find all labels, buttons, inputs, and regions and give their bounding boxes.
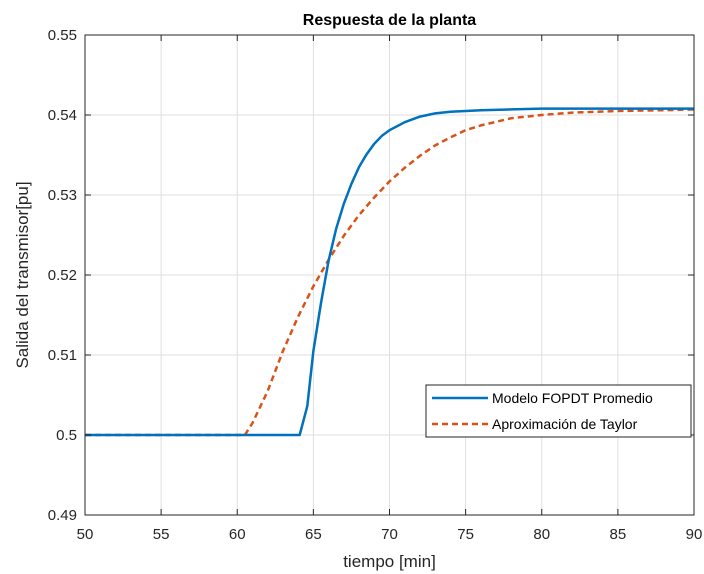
x-tick-label: 50 bbox=[77, 526, 94, 543]
x-tick-label: 60 bbox=[229, 526, 246, 543]
y-tick-label: 0.54 bbox=[48, 107, 77, 124]
y-tick-label: 0.55 bbox=[48, 27, 77, 44]
x-tick-label: 65 bbox=[305, 526, 322, 543]
x-tick-label: 80 bbox=[533, 526, 550, 543]
series-line-modelo-fopdt bbox=[85, 107, 694, 437]
legend: Modelo FOPDT Promedio Aproximación de Ta… bbox=[425, 384, 692, 438]
series-line-aproximacion-taylor bbox=[85, 108, 695, 437]
y-tick-label: 0.5 bbox=[56, 427, 77, 444]
series-layer bbox=[85, 107, 695, 437]
legend-label-series-2: Aproximación de Taylor bbox=[492, 416, 638, 432]
legend-box bbox=[425, 384, 692, 438]
y-tick-label: 0.52 bbox=[48, 267, 77, 284]
x-tick-label: 90 bbox=[686, 526, 703, 543]
x-axis-label: tiempo [min] bbox=[343, 552, 436, 571]
x-tick-label: 85 bbox=[610, 526, 627, 543]
x-tick-label: 75 bbox=[457, 526, 474, 543]
ticks: 50 55 60 65 70 75 80 85 90 0.49 0.5 0.51 0.52 0.53 0.5… bbox=[48, 27, 703, 543]
y-tick-label: 0.53 bbox=[48, 187, 77, 204]
y-tick-label: 0.49 bbox=[48, 507, 77, 524]
y-axis-label: Salida del transmisor[pu] bbox=[13, 181, 32, 368]
chart-title: Respuesta de la planta bbox=[303, 12, 476, 29]
legend-label-series-1: Modelo FOPDT Promedio bbox=[492, 390, 653, 406]
x-tick-label: 55 bbox=[153, 526, 170, 543]
y-tick-label: 0.51 bbox=[48, 347, 77, 364]
x-tick-label: 70 bbox=[381, 526, 398, 543]
